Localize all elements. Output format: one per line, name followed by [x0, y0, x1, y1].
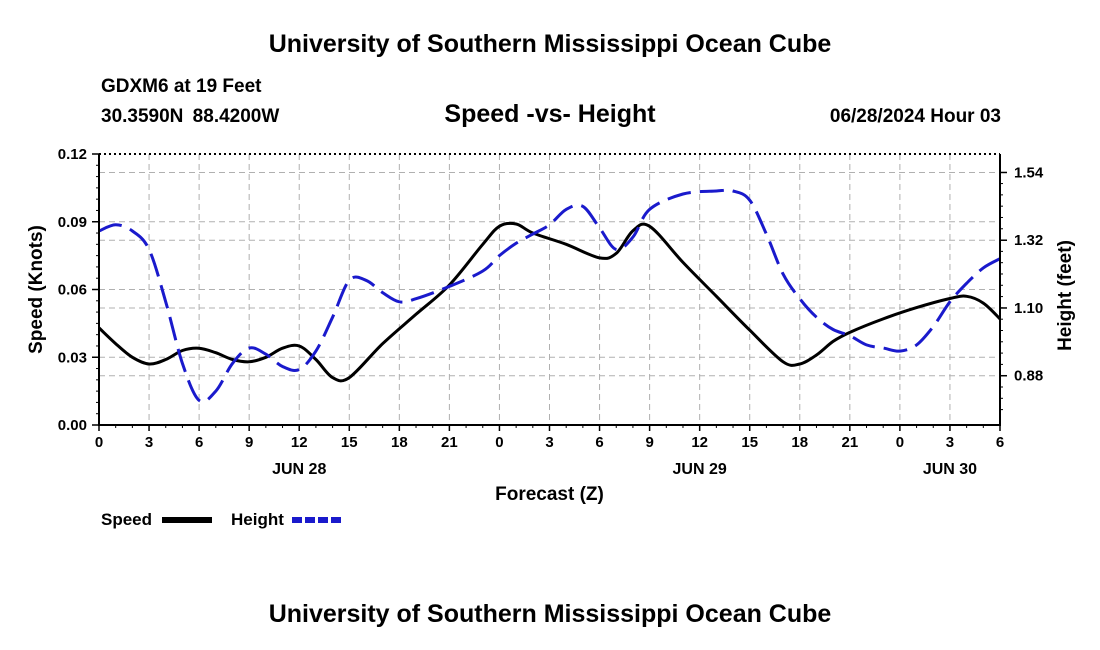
- speed-series-line: [97, 221, 1002, 383]
- x-tick-label: 3: [545, 434, 553, 451]
- x-tick-label: 0: [95, 434, 103, 451]
- y2-tick-label: 1.10: [1014, 300, 1043, 317]
- x-tick-label: 6: [996, 434, 1004, 451]
- y-tick-label: 0.12: [58, 146, 87, 163]
- y-tick-label: 0.06: [58, 282, 87, 299]
- x-tick-label: 3: [946, 434, 954, 451]
- y2-tick-label: 1.54: [1014, 164, 1044, 181]
- series-lines: [97, 188, 1002, 404]
- x-tick-label: 12: [691, 434, 708, 451]
- day-label: JUN 30: [923, 461, 977, 478]
- y2-tick-label: 0.88: [1014, 368, 1043, 385]
- day-label: JUN 28: [272, 461, 326, 478]
- x-tick-label: 15: [741, 434, 758, 451]
- y-axis-label: Speed (Knots): [26, 225, 47, 354]
- y2-axis-label: Height (feet): [1055, 240, 1076, 351]
- x-axis-label: Forecast (Z): [495, 484, 604, 505]
- chart-subtitle: Speed -vs- Height: [444, 100, 656, 128]
- chart-main-title: University of Southern Mississippi Ocean…: [268, 30, 832, 58]
- x-tick-label: 6: [595, 434, 603, 451]
- x-tick-label: 18: [791, 434, 808, 451]
- legend-speed-label: Speed: [101, 510, 152, 529]
- x-tick-label: 12: [291, 434, 308, 451]
- legend: Speed Height: [101, 510, 342, 529]
- day-label: JUN 29: [673, 461, 727, 478]
- height-series-line: [98, 188, 1001, 404]
- axis-ticks: [92, 153, 1007, 431]
- station-label: GDXM6 at 19 Feet: [101, 76, 262, 97]
- forecast-datetime: 06/28/2024 Hour 03: [829, 106, 1001, 127]
- x-tick-label: 15: [341, 434, 358, 451]
- x-tick-label: 0: [495, 434, 503, 451]
- x-tick-label: 0: [896, 434, 904, 451]
- x-tick-label: 9: [245, 434, 253, 451]
- y-tick-label: 0.09: [58, 214, 87, 231]
- y2-tick-label: 1.32: [1014, 232, 1043, 249]
- x-tick-label: 21: [441, 434, 458, 451]
- x-tick-label: 18: [391, 434, 408, 451]
- legend-height-label: Height: [231, 510, 284, 529]
- y-tick-label: 0.00: [58, 417, 87, 434]
- x-tick-label: 9: [645, 434, 653, 451]
- footer-title: University of Southern Mississippi Ocean…: [268, 600, 832, 628]
- coordinates-label: 30.3590N 88.4200W: [101, 106, 280, 127]
- axis-labels: 0 3 6 9 12 15 18 21 0 3 6 9 12 15 18 21 0 3 6 JUN 28 JUN 29 J…: [58, 146, 1044, 478]
- y-tick-label: 0.03: [58, 349, 87, 366]
- x-tick-label: 6: [195, 434, 203, 451]
- x-tick-label: 3: [145, 434, 153, 451]
- x-tick-label: 21: [841, 434, 858, 451]
- grid-lines: [99, 154, 1000, 425]
